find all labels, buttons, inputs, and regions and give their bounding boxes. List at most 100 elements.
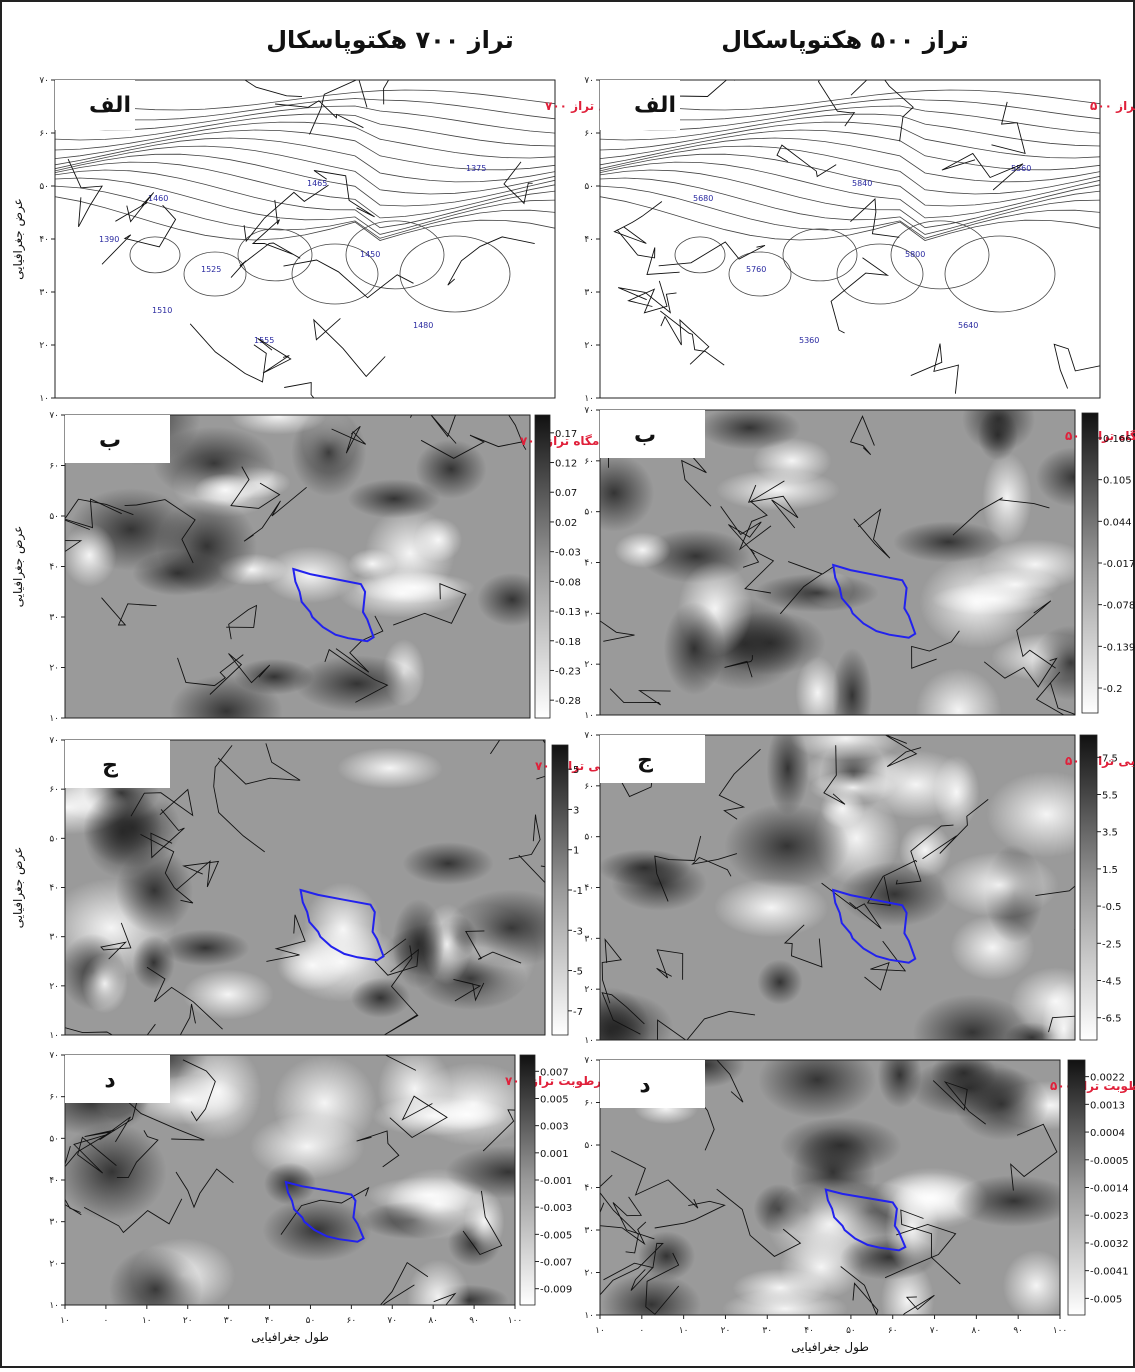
shade [601,1273,702,1315]
colorbar-label: 0.02 [555,518,577,529]
border [747,484,799,529]
lon-tick-label: ۰ [103,1316,108,1326]
border [100,922,132,960]
panel-letter: ب [634,423,656,448]
border [83,1198,183,1234]
border [101,204,177,265]
border [275,100,364,129]
letter-box [65,740,170,788]
panel-letter: الف [89,93,131,118]
colorbar-label: -0.13 [555,607,581,618]
border [383,80,390,105]
shade [766,735,810,816]
contour [600,169,1100,229]
border [902,1294,935,1315]
border [738,480,785,551]
lat-tick-label: ۷۰ [584,76,594,86]
border [1010,1123,1058,1191]
colorbar-label: -7 [573,1007,583,1018]
shade [953,1175,1060,1227]
colorbar-label: 0.001 [540,1149,569,1160]
border [660,310,725,366]
border [817,80,856,127]
contour-label: 1390 [99,235,119,244]
border [244,80,303,98]
map: 1495146015251555146514501480137513901510 [55,80,555,398]
border [65,1198,82,1216]
border [356,1130,400,1168]
iran-outline [292,567,375,643]
border [65,421,72,424]
shade [336,747,443,789]
border [884,735,922,768]
contour [944,235,1056,313]
lat-label: عرض جغرافیایی [11,847,26,929]
lat-tick-label: ۱۰ [584,711,594,721]
colorbar [1079,734,1098,1041]
lat-tick-label: ۷۰ [584,731,594,741]
colorbar-label: -0.2 [1103,684,1123,695]
column-title: تراز ۵۰۰ هکتوپاسکال [721,26,969,54]
lon-tick-label: ۸۰ [972,1326,982,1336]
lat-tick-label: ۳۰ [49,933,59,943]
shade [406,1259,470,1305]
lon-tick-label: ۹۰ [469,1316,479,1326]
border [724,655,753,678]
lon-label: طول جغرافیایی [791,1340,869,1355]
border [658,241,766,267]
contour [129,236,181,274]
shade [65,1122,167,1221]
border [776,144,837,178]
colorbar-label: -6.5 [1102,1014,1122,1025]
border [911,630,960,669]
iran-outline [824,1188,907,1252]
border [447,236,535,286]
contour [55,89,555,111]
border [610,1150,699,1209]
border [65,540,83,552]
border [313,318,386,378]
colorbar-label: -0.23 [555,666,581,677]
colorbar [1067,1059,1086,1316]
lat-tick-label: ۳۰ [584,1226,594,1236]
shade [637,1231,696,1281]
border [150,809,185,859]
map-panel: 57205680576053605840580056405560الفارتفا… [584,76,1135,404]
shade [445,1145,515,1199]
lat-tick-label: ۶۰ [49,785,59,795]
lat-tick-label: ۴۰ [49,563,59,573]
colorbar-label: -0.005 [540,1230,572,1241]
border [482,1072,515,1152]
contour [600,196,1100,241]
border [895,824,954,885]
contour [55,121,555,159]
shade [919,555,1034,649]
colorbar-label: 1.5 [1102,865,1118,876]
lat-tick-label: ۷۰ [49,411,59,421]
contour-label: 5360 [799,336,819,345]
map [65,415,530,718]
contour-label: 1480 [413,321,433,330]
map [600,410,1075,715]
border [600,620,635,642]
colorbar-label: -2.5 [1102,939,1122,950]
shade [713,878,829,938]
border [821,882,882,930]
shade [182,969,274,1020]
contour [600,161,1100,219]
panel-letter: ج [637,748,653,773]
contour-label: 1525 [201,265,221,274]
border [884,1224,957,1279]
colorbar-label: 0.17 [555,429,577,440]
contour [55,177,555,235]
lat-tick-label: ۳۰ [39,288,49,298]
border [866,859,918,906]
lon-tick-label: ۱۰۰ [1053,1326,1068,1336]
border [226,604,258,640]
lat-tick-label: ۶۰ [584,1099,594,1109]
shade [464,1189,505,1254]
lat-tick-label: ۶۰ [49,462,59,472]
